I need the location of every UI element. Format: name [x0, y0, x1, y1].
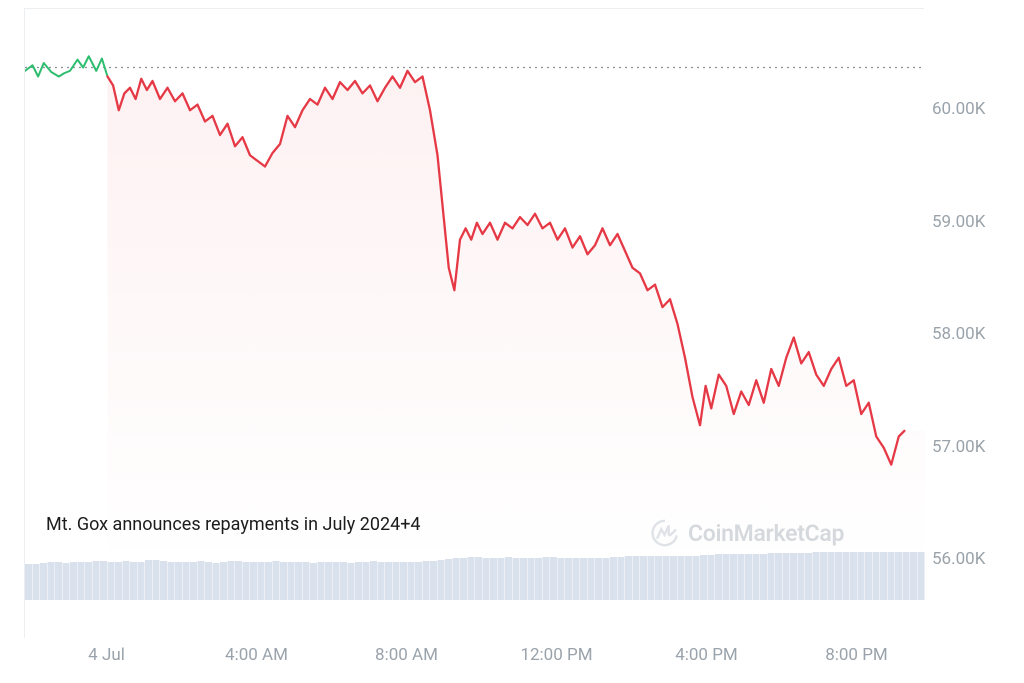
y-tick-label: 58.00K	[932, 324, 1012, 344]
watermark: CoinMarketCap	[650, 518, 844, 548]
x-tick-label: 4 Jul	[88, 645, 125, 665]
annotation-text: Mt. Gox announces repayments in July 202…	[46, 514, 421, 535]
coinmarketcap-icon	[650, 518, 680, 548]
x-tick-label: 8:00 PM	[825, 645, 888, 665]
chart-annotation: Mt. Gox announces repayments in July 202…	[46, 514, 421, 535]
watermark-text: CoinMarketCap	[688, 520, 844, 547]
x-tick-label: 4:00 AM	[225, 645, 288, 665]
y-tick-label: 57.00K	[932, 437, 1012, 457]
y-tick-label: 59.00K	[932, 212, 1012, 232]
x-axis-labels: 4 Jul 4:00 AM 8:00 AM 12:00 PM 4:00 PM 8:00 P…	[24, 645, 924, 675]
y-tick-label: 56.00K	[932, 549, 1012, 569]
x-tick-label: 12:00 PM	[520, 645, 592, 665]
y-axis-labels: 56.00K 57.00K 58.00K 59.00K 60.00K	[932, 8, 1012, 638]
x-tick-label: 8:00 AM	[375, 645, 438, 665]
y-tick-label: 60.00K	[932, 99, 1012, 119]
x-tick-label: 4:00 PM	[675, 645, 738, 665]
